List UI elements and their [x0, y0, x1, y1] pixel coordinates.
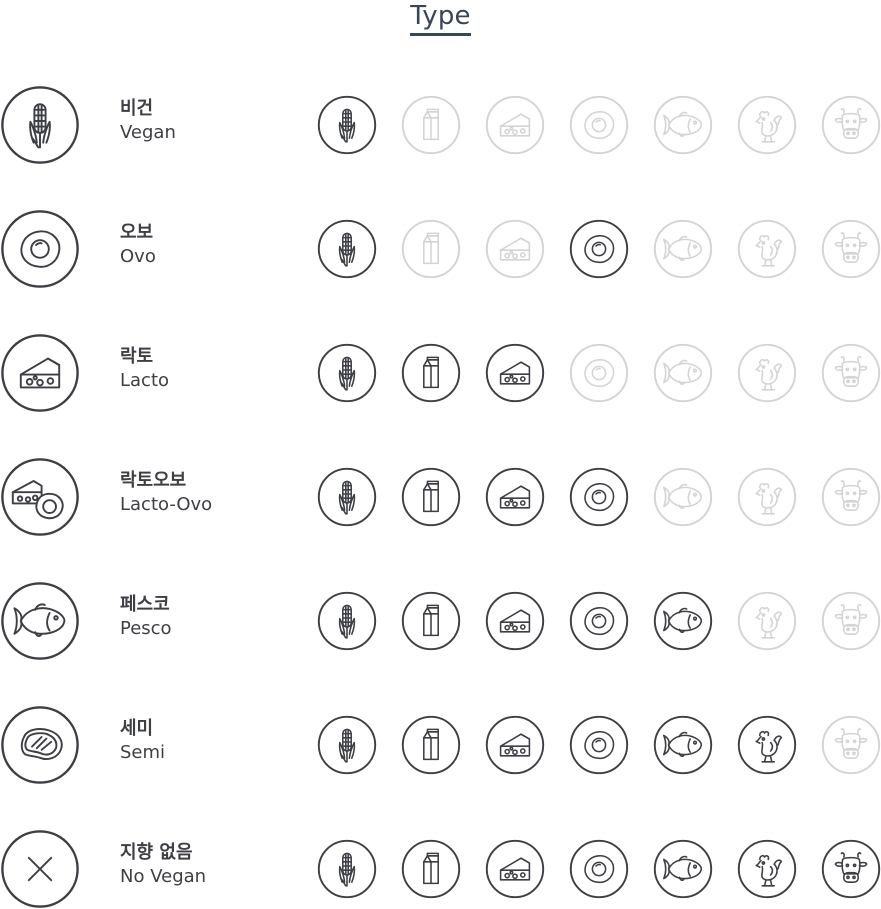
diet-label-english: Vegan [120, 122, 176, 143]
milk-carton-icon [401, 95, 461, 155]
cow-icon [821, 715, 881, 775]
page-title: Type [410, 0, 471, 36]
cow-icon [821, 839, 881, 899]
cow-icon [821, 467, 881, 527]
diet-label-english: Semi [120, 742, 166, 763]
corn-icon [317, 839, 377, 899]
egg-icon [569, 591, 629, 651]
diet-label: 세미 Semi [120, 717, 165, 765]
milk-carton-icon [401, 343, 461, 403]
milk-carton-icon [401, 591, 461, 651]
diet-label: 페스코 Pesco [120, 593, 172, 641]
diet-row-vegan[interactable]: 비건 Vegan [0, 85, 881, 165]
cheese-icon [485, 591, 545, 651]
milk-carton-icon [401, 715, 461, 775]
diet-label-korean: 오보 [120, 222, 154, 243]
diet-label-english: Lacto-Ovo [120, 494, 213, 515]
diet-label-korean: 페스코 [120, 594, 170, 615]
diet-row-lacto[interactable]: 락토 Lacto [0, 333, 881, 413]
diet-row-semi[interactable]: 세미 Semi [0, 705, 881, 785]
x-icon [0, 829, 80, 909]
fish-icon [653, 839, 713, 899]
diet-label-english: No Vegan [120, 866, 207, 887]
fish-icon [0, 581, 80, 661]
chicken-icon [737, 591, 797, 651]
cheese-egg-icon [0, 457, 80, 537]
chicken-icon [737, 839, 797, 899]
corn-icon [317, 219, 377, 279]
steak-icon [0, 705, 80, 785]
chicken-icon [737, 467, 797, 527]
chicken-icon [737, 343, 797, 403]
diet-label-korean: 지향 없음 [120, 842, 193, 863]
egg-icon [569, 219, 629, 279]
fish-icon [653, 715, 713, 775]
diet-label-korean: 세미 [120, 718, 154, 739]
egg-icon [569, 715, 629, 775]
cow-icon [821, 219, 881, 279]
diet-label: 비건 Vegan [120, 97, 176, 145]
diet-row-no-vegan[interactable]: 지향 없음 No Vegan [0, 829, 881, 909]
fish-icon [653, 467, 713, 527]
header: Type [0, 0, 881, 36]
fish-icon [653, 95, 713, 155]
cheese-icon [485, 715, 545, 775]
diet-row-pesco[interactable]: 페스코 Pesco [0, 581, 881, 661]
egg-icon [569, 839, 629, 899]
diet-label: 락토오보 Lacto-Ovo [120, 469, 212, 517]
corn-icon [317, 95, 377, 155]
fish-icon [653, 591, 713, 651]
cheese-icon [485, 219, 545, 279]
cheese-icon [485, 343, 545, 403]
cheese-icon [0, 333, 80, 413]
diet-label-english: Pesco [120, 618, 172, 639]
cow-icon [821, 95, 881, 155]
cow-icon [821, 591, 881, 651]
diet-label: 오보 Ovo [120, 221, 156, 269]
diet-label-korean: 락토오보 [120, 470, 187, 491]
cheese-icon [485, 95, 545, 155]
chicken-icon [737, 715, 797, 775]
fish-icon [653, 343, 713, 403]
diet-row-ovo[interactable]: 오보 Ovo [0, 209, 881, 289]
milk-carton-icon [401, 467, 461, 527]
egg-icon [569, 95, 629, 155]
fish-icon [653, 219, 713, 279]
cheese-icon [485, 467, 545, 527]
corn-icon [317, 591, 377, 651]
diet-label-english: Ovo [120, 246, 156, 267]
chicken-icon [737, 219, 797, 279]
cow-icon [821, 343, 881, 403]
chicken-icon [737, 95, 797, 155]
diet-label-english: Lacto [120, 370, 170, 391]
egg-icon [0, 209, 80, 289]
diet-label: 지향 없음 No Vegan [120, 841, 206, 889]
milk-carton-icon [401, 219, 461, 279]
diet-label-korean: 비건 [120, 98, 154, 119]
corn-icon [317, 715, 377, 775]
corn-icon [0, 85, 80, 165]
egg-icon [569, 467, 629, 527]
cheese-icon [485, 839, 545, 899]
corn-icon [317, 343, 377, 403]
egg-icon [569, 343, 629, 403]
milk-carton-icon [401, 839, 461, 899]
diet-row-lacto-ovo[interactable]: 락토오보 Lacto-Ovo [0, 457, 881, 537]
diet-label: 락토 Lacto [120, 345, 169, 393]
diet-label-korean: 락토 [120, 346, 154, 367]
corn-icon [317, 467, 377, 527]
